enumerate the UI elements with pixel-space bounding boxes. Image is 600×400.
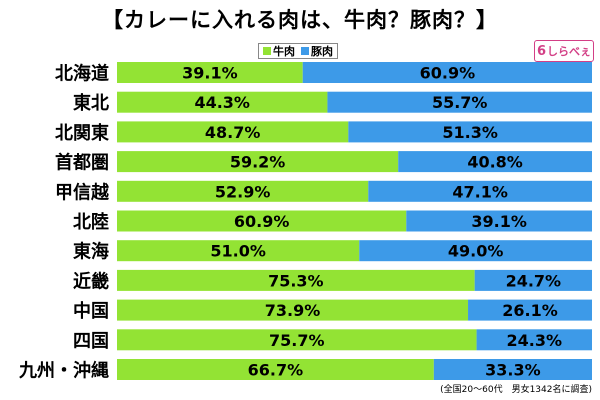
legend-label-pork: 豚肉 — [311, 45, 333, 58]
category-label: 東海 — [73, 241, 109, 263]
bar-pork — [433, 359, 592, 380]
data-label-pork: 26.1% — [502, 301, 558, 320]
bar-pork — [302, 62, 592, 83]
data-label-beef: 60.9% — [234, 212, 290, 231]
legend: 牛肉 豚肉 — [258, 43, 338, 59]
data-label-pork: 40.8% — [467, 153, 523, 172]
category-label: 近畿 — [73, 270, 109, 292]
bar-pork — [398, 151, 592, 173]
bar-pork — [368, 180, 592, 202]
bar-beef — [117, 359, 434, 380]
bar-beef — [117, 62, 303, 83]
data-label-pork: 33.3% — [485, 361, 541, 380]
data-label-beef: 73.9% — [265, 301, 321, 320]
legend-item-beef: 牛肉 — [263, 43, 295, 59]
logo-text: しらべぇ — [547, 45, 592, 58]
data-label-pork: 51.3% — [442, 123, 498, 142]
data-label-beef: 52.9% — [215, 182, 271, 201]
bar-beef — [117, 91, 328, 113]
category-label: 四国 — [73, 331, 109, 352]
bar-pork — [476, 329, 592, 351]
data-label-pork: 60.9% — [420, 64, 476, 83]
bar-pork — [474, 269, 592, 291]
data-label-beef: 39.1% — [182, 64, 238, 83]
bar-pork — [348, 121, 592, 143]
category-label: 北陸 — [73, 211, 109, 233]
chart-title: 【カレーに入れる肉は、牛肉？豚肉？】 — [102, 8, 498, 32]
bar-pork — [327, 91, 592, 113]
data-label-beef: 66.7% — [248, 361, 304, 380]
category-label: 北関東 — [55, 122, 109, 144]
category-label: 甲信越 — [55, 181, 110, 203]
brand-logo: 6 しらべぇ — [534, 40, 594, 62]
data-label-pork: 55.7% — [432, 93, 488, 112]
bar-beef — [117, 151, 399, 173]
legend-label-beef: 牛肉 — [273, 45, 295, 58]
bar-pork — [359, 240, 592, 262]
survey-note: (全国20～60代 男女1342名に調査) — [440, 385, 592, 395]
data-label-pork: 24.7% — [506, 271, 562, 290]
legend-item-pork: 豚肉 — [301, 43, 333, 59]
bar-pork — [406, 210, 592, 232]
logo-mark-icon: 6 — [536, 43, 547, 59]
category-label: 首都圏 — [55, 152, 109, 174]
bar-beef — [117, 180, 369, 202]
data-label-pork: 24.3% — [507, 331, 563, 350]
data-label-beef: 75.3% — [268, 271, 324, 290]
data-label-pork: 47.1% — [452, 182, 508, 201]
bar-beef — [117, 210, 407, 232]
bar-beef — [117, 121, 349, 143]
data-label-beef: 51.0% — [210, 242, 266, 261]
data-label-beef: 48.7% — [205, 123, 261, 142]
category-label: 北海道 — [55, 63, 109, 85]
bar-beef — [117, 240, 360, 262]
legend-swatch-beef — [263, 47, 271, 55]
bar-pork — [468, 299, 592, 321]
data-label-beef: 59.2% — [230, 153, 286, 172]
legend-swatch-pork — [301, 47, 309, 55]
data-label-pork: 49.0% — [448, 242, 504, 261]
data-label-beef: 44.3% — [194, 93, 250, 112]
data-label-beef: 75.7% — [269, 331, 325, 350]
category-label: 九州・沖縄 — [18, 360, 109, 382]
data-label-pork: 39.1% — [471, 212, 527, 231]
bar-beef — [117, 329, 477, 351]
bar-beef — [117, 269, 475, 291]
category-label: 東北 — [73, 92, 109, 114]
category-label: 中国 — [73, 300, 109, 322]
bar-beef — [117, 299, 469, 321]
